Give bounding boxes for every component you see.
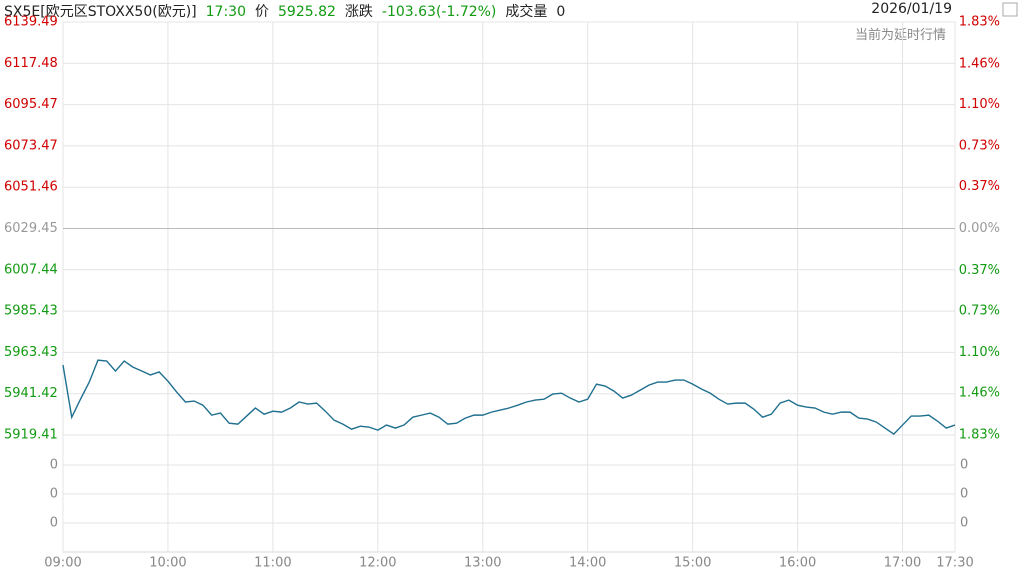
y-tick-label: 5919.41 [4, 428, 58, 443]
y2-tick-label: 1.46% [959, 386, 1000, 401]
y-tick-label: 6073.47 [4, 138, 58, 153]
y2-tick-label: 1.83% [959, 428, 1000, 443]
volume-tick-label: 0 [960, 516, 968, 531]
plot-frame [62, 21, 956, 553]
price: 5925.82 [278, 4, 336, 20]
x-tick-label: 12:00 [359, 556, 396, 571]
title: SX5E[欧元区STOXX50(欧元)] [4, 4, 197, 20]
delay-note: 当前为延时行情 [854, 28, 946, 43]
x-tick-label: 17:00 [884, 556, 921, 571]
y2-tick-label: 1.10% [959, 97, 1000, 112]
change: -103.63(-1.72%) [381, 4, 497, 20]
x-tick-label: 15:00 [674, 556, 711, 571]
volume-tick-label: 0 [50, 487, 58, 502]
x-tick-label: 10:00 [149, 556, 186, 571]
volume: 0 [556, 4, 566, 20]
wp-icon [1002, 2, 1018, 17]
x-tick-label: 16:00 [779, 556, 816, 571]
y-tick-label: 5941.42 [4, 386, 58, 401]
x-tick-label: 17:30 [936, 556, 973, 571]
price-label: 价 [255, 4, 269, 20]
y2-tick-label: 1.10% [959, 345, 1000, 360]
y2-tick-label: 1.83% [959, 15, 1000, 30]
y-tick-label: 6095.47 [4, 97, 58, 112]
y-tick-label: 6117.48 [4, 56, 58, 71]
y-tick-label: 6051.46 [4, 180, 58, 195]
y2-tick-label: 0.00% [959, 221, 1000, 236]
header: SX5E[欧元区STOXX50(欧元)] 17:30 价 5925.82 涨跌 -103.… [4, 1, 574, 21]
y2-tick-label: 0.37% [959, 263, 1000, 278]
y2-tick-label: 1.46% [959, 56, 1000, 71]
x-tick-label: 14:00 [569, 556, 606, 571]
y2-tick-label: 0.37% [959, 179, 1000, 194]
volume-label: 成交量 [505, 4, 548, 20]
x-tick-label: 09:00 [44, 556, 81, 571]
volume-tick-label: 0 [50, 516, 58, 531]
x-tick-label: 11:00 [254, 556, 291, 571]
y2-tick-label: 0.73% [959, 139, 1000, 154]
time: 17:30 [205, 4, 246, 20]
volume-tick-label: 0 [960, 487, 968, 502]
y2-tick-label: 0.73% [959, 303, 1000, 318]
x-tick-label: 13:00 [464, 556, 501, 571]
y-tick-label: 6007.44 [4, 262, 58, 277]
y-tick-label: 5985.43 [4, 304, 58, 319]
volume-tick-label: 0 [960, 458, 968, 473]
price-line [62, 359, 956, 435]
y-tick-label: 5963.43 [4, 345, 58, 360]
volume-tick-label: 0 [50, 458, 58, 473]
y-tick-label: 6139.49 [4, 15, 58, 30]
y-tick-label: 6029.45 [4, 221, 58, 236]
date: 2026/01/19 [871, 1, 952, 17]
change-label: 涨跌 [344, 4, 373, 20]
